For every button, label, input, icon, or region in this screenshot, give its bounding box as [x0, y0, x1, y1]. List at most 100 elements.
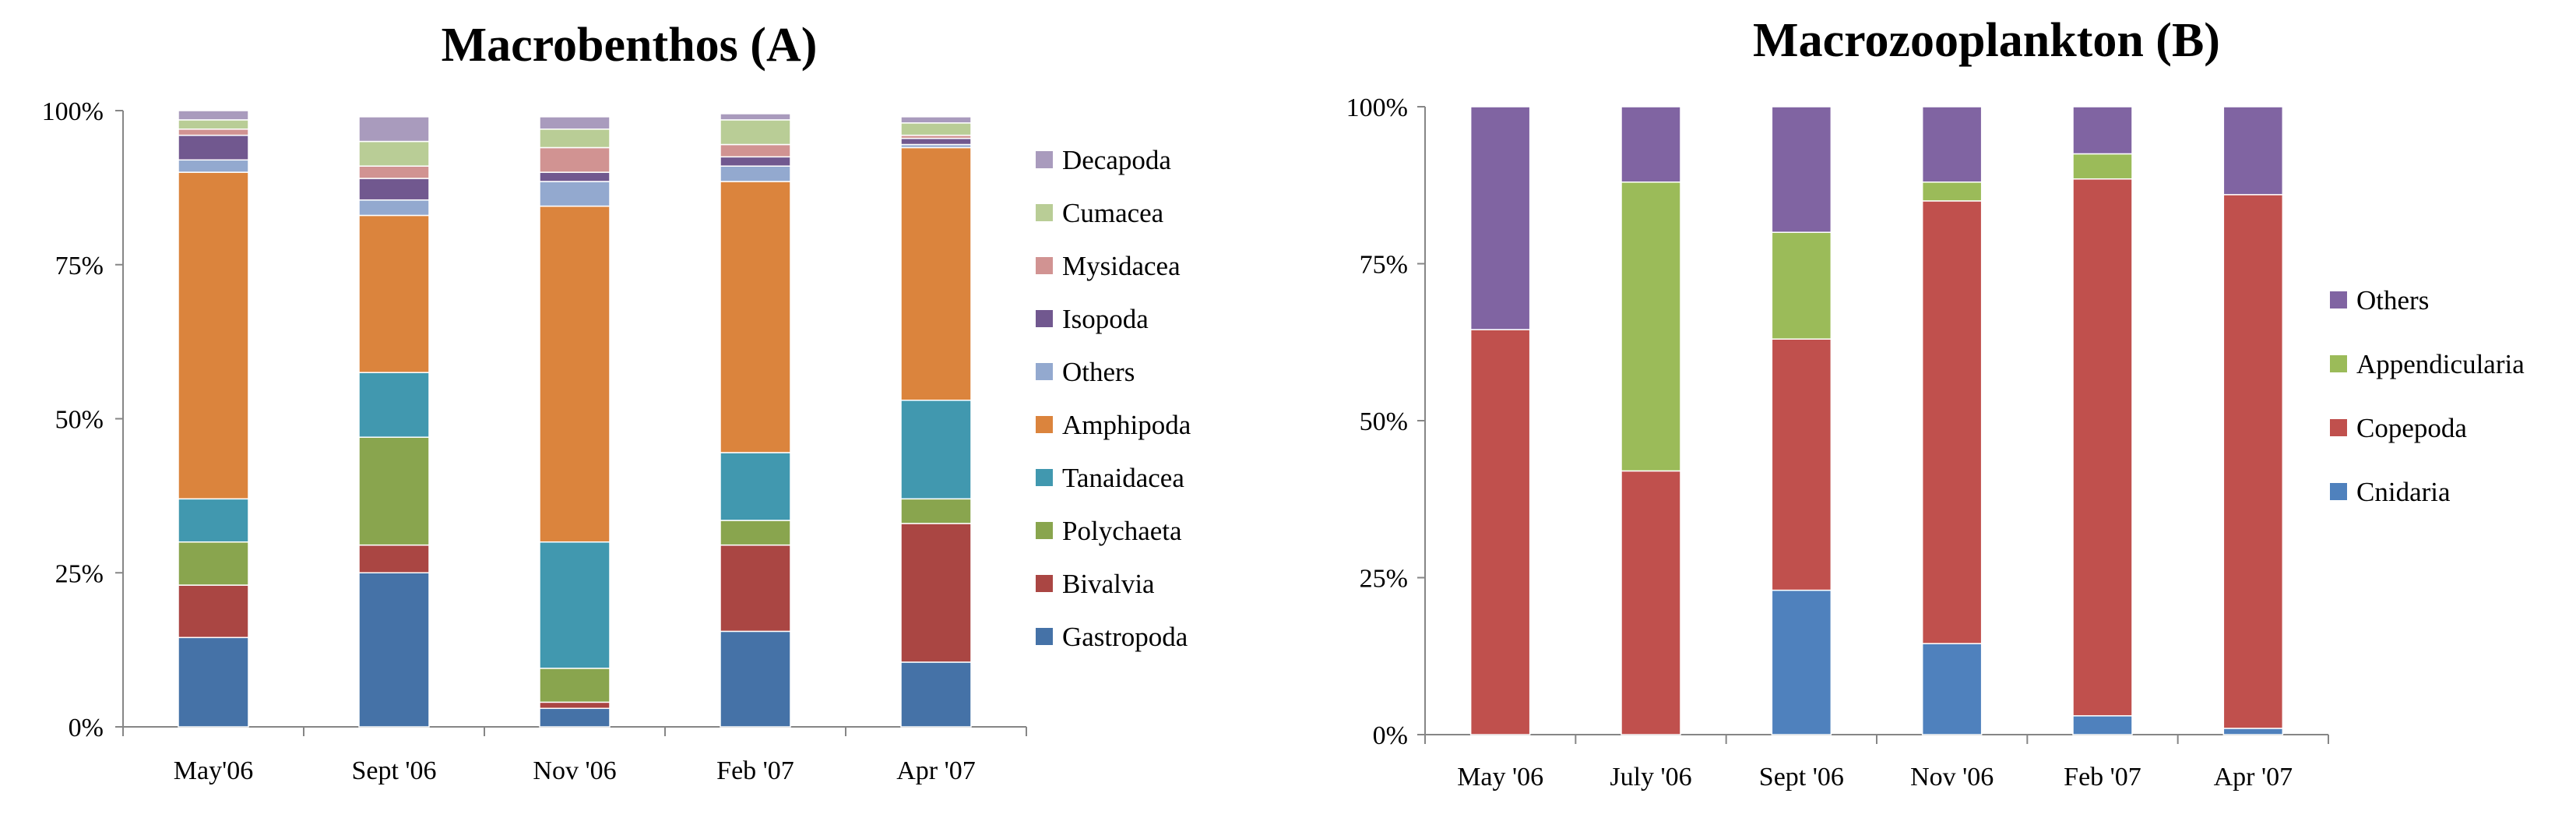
- macrobenthos-legend-label-amphipoda: Amphipoda: [1062, 410, 1191, 440]
- macrobenthos-x-tick-label: Nov '06: [533, 756, 616, 785]
- macrobenthos-bar-gastropoda-nov-06: [539, 707, 611, 728]
- macrozooplankton-x-tick-label: July '06: [1610, 763, 1691, 792]
- macrobenthos-bar-cumacea-nov-06: [539, 128, 611, 149]
- macrozooplankton-y-tick-label: 75%: [1360, 251, 1408, 280]
- macrobenthos-bar-others-sept-06: [358, 199, 430, 217]
- macrobenthos-x-tick-label: Sept '06: [351, 756, 436, 785]
- macrobenthos-bar-mysidacea-feb-07: [720, 143, 791, 158]
- macrozooplankton-bar-cnidaria-feb-07: [2072, 715, 2133, 735]
- macrobenthos-bar-decapoda-sept-06: [358, 116, 430, 143]
- macrozooplankton-legend-label-others: Others: [2356, 285, 2429, 316]
- macrobenthos-bar-amphipoda-sept-06: [358, 214, 430, 373]
- macrozooplankton-x-tick-label: Sept '06: [1759, 763, 1844, 792]
- macrobenthos-bar-bivalvia-nov-06: [539, 701, 611, 710]
- macrobenthos-bar-cumacea-feb-07: [720, 119, 791, 146]
- chart-title-macrozooplankton: Macrozooplankton (B): [1753, 14, 2220, 67]
- macrobenthos-y-tick-label: 25%: [55, 559, 104, 588]
- macrobenthos-y-tick-label: 50%: [55, 406, 104, 435]
- macrobenthos-bar-decapoda-apr-07: [900, 116, 972, 124]
- macrobenthos-legend-label-others: Others: [1062, 357, 1135, 387]
- macrozooplankton-y-tick-label: 100%: [1346, 93, 1408, 122]
- macrozooplankton-bar-appendicularia-sept-06: [1771, 231, 1832, 340]
- macrozooplankton-y-tick-label: 50%: [1360, 407, 1408, 436]
- macrozooplankton-bar-appendicularia-feb-07: [2072, 153, 2133, 180]
- macrozooplankton-bar-copepoda-sept-06: [1771, 338, 1832, 591]
- macrobenthos-bar-cumacea-sept-06: [358, 140, 430, 167]
- macrobenthos-legend-label-tanaidacea: Tanaidacea: [1062, 463, 1184, 493]
- macrobenthos-bar-isopoda-feb-07: [720, 156, 791, 167]
- macrobenthos-x-tick-label: May'06: [174, 756, 253, 785]
- macrobenthos-legend-swatch-tanaidacea: [1036, 469, 1053, 486]
- macrobenthos-bar-amphipoda-feb-07: [720, 181, 791, 453]
- macrobenthos-bar-polychaeta-sept-06: [358, 436, 430, 546]
- macrobenthos-bar-mysidacea-nov-06: [539, 146, 611, 173]
- macrobenthos-legend-swatch-cumacea: [1036, 204, 1053, 221]
- macrobenthos-y-tick-label: 0%: [69, 714, 104, 742]
- macrobenthos-bar-isopoda-apr-07: [900, 137, 972, 146]
- macrozooplankton-bar-copepoda-apr-07: [2222, 194, 2284, 729]
- macrobenthos-bar-tanaidacea-sept-06: [358, 372, 430, 438]
- macrobenthos-bar-decapoda-nov-06: [539, 116, 611, 130]
- macrobenthos-legend-swatch-isopoda: [1036, 310, 1053, 327]
- macrobenthos-bar-bivalvia-feb-07: [720, 544, 791, 633]
- macrobenthos-bar-amphipoda-apr-07: [900, 146, 972, 401]
- macrozooplankton-bar-others-may-06: [1469, 106, 1531, 330]
- macrozooplankton-bar-others-sept-06: [1771, 106, 1832, 233]
- macrobenthos-bar-mysidacea-sept-06: [358, 165, 430, 179]
- macrozooplankton-bar-cnidaria-apr-07: [2222, 728, 2284, 735]
- macrobenthos-bar-polychaeta-feb-07: [720, 520, 791, 546]
- macrobenthos-legend-swatch-others: [1036, 363, 1053, 380]
- macrobenthos-legend-swatch-bivalvia: [1036, 575, 1053, 592]
- macrozooplankton-bar-copepoda-nov-06: [1921, 200, 1983, 644]
- macrobenthos-bar-isopoda-nov-06: [539, 171, 611, 182]
- macrobenthos-legend-label-cumacea: Cumacea: [1062, 198, 1164, 228]
- macrobenthos-bar-gastropoda-apr-07: [900, 661, 972, 728]
- macrozooplankton-chart: Macrozooplankton (B) 0% 25% 50% 75% 100% May …: [1346, 14, 2525, 792]
- macrobenthos-bar-gastropoda-may-06: [178, 636, 249, 728]
- macrobenthos-bar-cumacea-may-06: [178, 119, 249, 130]
- macrobenthos-legend-label-mysidacea: Mysidacea: [1062, 251, 1181, 281]
- macrobenthos-bar-bivalvia-sept-06: [358, 544, 430, 574]
- macrozooplankton-bar-appendicularia-nov-06: [1921, 181, 1983, 202]
- macrobenthos-bar-gastropoda-sept-06: [358, 572, 430, 728]
- macrobenthos-bar-amphipoda-nov-06: [539, 205, 611, 543]
- macrozooplankton-bar-others-july-06: [1621, 106, 1681, 183]
- macrobenthos-bar-cumacea-apr-07: [900, 122, 972, 136]
- macrozooplankton-bar-appendicularia-july-06: [1621, 181, 1681, 472]
- macrobenthos-bar-isopoda-sept-06: [358, 178, 430, 201]
- macrozooplankton-bar-copepoda-feb-07: [2072, 178, 2133, 717]
- macrozooplankton-legend-label-appendicularia: Appendicularia: [2356, 349, 2525, 379]
- macrobenthos-bar-tanaidacea-may-06: [178, 498, 249, 543]
- macrobenthos-bar-tanaidacea-nov-06: [539, 541, 611, 669]
- macrobenthos-bar-tanaidacea-feb-07: [720, 452, 791, 521]
- macrobenthos-bar-polychaeta-nov-06: [539, 668, 611, 703]
- macrobenthos-legend-swatch-mysidacea: [1036, 257, 1053, 274]
- macrobenthos-x-tick-label: Apr '07: [896, 756, 976, 785]
- macrozooplankton-y-tick-label: 25%: [1360, 565, 1408, 594]
- macrobenthos-legend-swatch-decapoda: [1036, 151, 1053, 168]
- macrobenthos-legend-swatch-amphipoda: [1036, 416, 1053, 433]
- macrobenthos-bar-others-may-06: [178, 159, 249, 173]
- macrozooplankton-legend-swatch-copepoda: [2330, 419, 2347, 436]
- macrobenthos-legend-label-decapoda: Decapoda: [1062, 145, 1171, 175]
- macrozooplankton-legend-swatch-appendicularia: [2330, 355, 2347, 372]
- macrozooplankton-legend-label-cnidaria: Cnidaria: [2356, 477, 2451, 507]
- macrobenthos-bar-others-nov-06: [539, 181, 611, 207]
- macrobenthos-bar-decapoda-may-06: [178, 110, 249, 121]
- macrobenthos-bar-polychaeta-may-06: [178, 541, 249, 586]
- macrobenthos-bar-amphipoda-may-06: [178, 171, 249, 500]
- macrobenthos-legend-label-bivalvia: Bivalvia: [1062, 569, 1155, 599]
- macrozooplankton-x-tick-label: Apr '07: [2214, 763, 2293, 792]
- macrozooplankton-x-tick-label: May '06: [1457, 763, 1543, 792]
- macrobenthos-bar-bivalvia-apr-07: [900, 523, 972, 663]
- chart-title-macrobenthos: Macrobenthos (A): [442, 19, 818, 72]
- macrozooplankton-bar-copepoda-may-06: [1469, 329, 1531, 735]
- macrozooplankton-x-tick-label: Feb '07: [2064, 763, 2141, 792]
- macrobenthos-legend-swatch-polychaeta: [1036, 522, 1053, 539]
- macrobenthos-y-tick-label: 100%: [42, 97, 104, 126]
- macrozooplankton-bar-copepoda-july-06: [1621, 470, 1681, 735]
- macrozooplankton-bar-cnidaria-sept-06: [1771, 589, 1832, 735]
- macrozooplankton-y-tick-label: 0%: [1373, 721, 1408, 750]
- macrobenthos-legend-label-gastropoda: Gastropoda: [1062, 622, 1188, 652]
